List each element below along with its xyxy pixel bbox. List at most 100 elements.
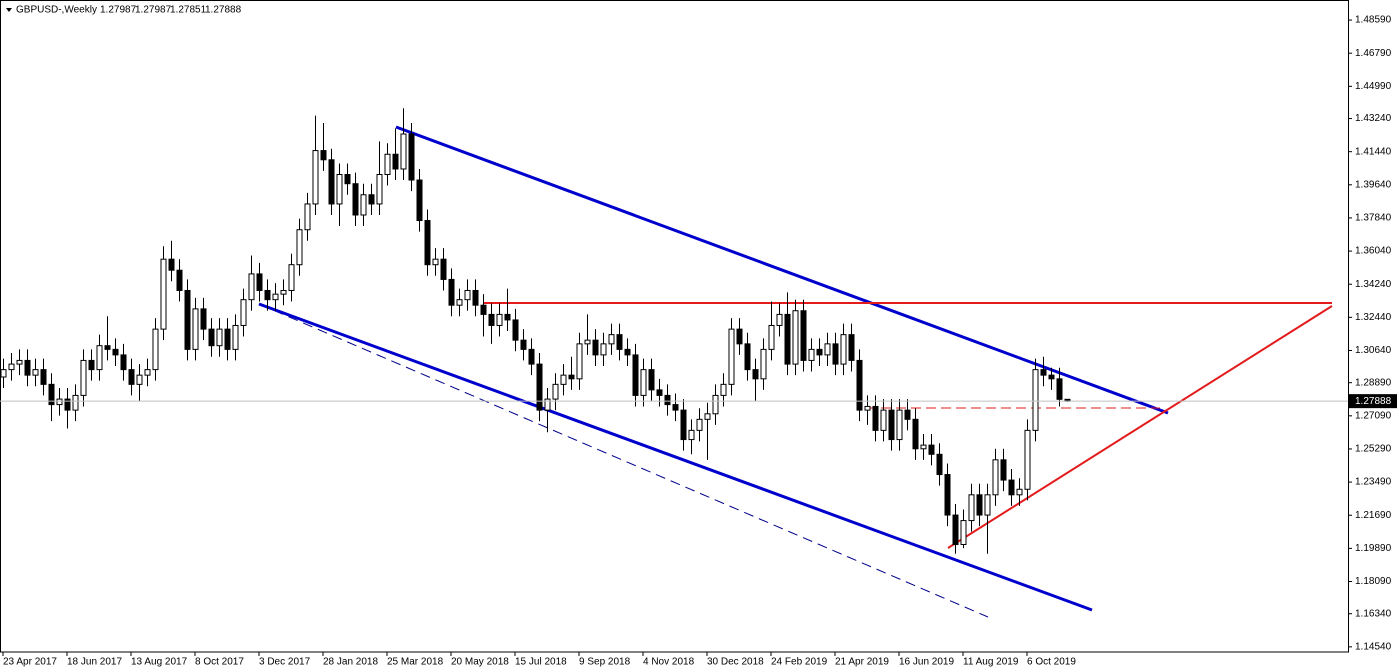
candle-body bbox=[1024, 429, 1031, 490]
y-tick-label: 1.21690 bbox=[1355, 510, 1392, 521]
candle-body bbox=[264, 289, 271, 301]
candle-body bbox=[184, 289, 191, 350]
candle-body bbox=[128, 369, 135, 385]
candle-body bbox=[408, 133, 415, 181]
candle-body bbox=[368, 194, 375, 205]
candle-body bbox=[528, 348, 535, 365]
candle-body bbox=[112, 348, 119, 356]
candle-body bbox=[1008, 479, 1015, 496]
candle-body bbox=[816, 348, 823, 356]
candle-body bbox=[16, 359, 23, 365]
candle-body bbox=[648, 369, 655, 391]
candle-body bbox=[256, 273, 263, 291]
x-tick-label: 20 May 2018 bbox=[451, 657, 509, 668]
candle-body bbox=[624, 348, 631, 356]
candle-body bbox=[480, 304, 487, 315]
candle-body bbox=[864, 405, 871, 411]
candle-body bbox=[912, 418, 919, 450]
x-tick-label: 13 Aug 2017 bbox=[131, 657, 188, 668]
candle-body bbox=[560, 374, 567, 385]
x-tick-label: 6 Oct 2019 bbox=[1027, 657, 1076, 668]
candle-body bbox=[240, 299, 247, 326]
candle-body bbox=[104, 345, 111, 350]
candle-body bbox=[1016, 488, 1023, 496]
candle-body bbox=[888, 409, 895, 441]
candle-body bbox=[688, 429, 695, 441]
candle-body bbox=[880, 409, 887, 431]
candle-body bbox=[120, 354, 127, 371]
candle-body bbox=[208, 328, 215, 347]
candle-body bbox=[656, 389, 663, 396]
x-tick-label: 21 Apr 2019 bbox=[835, 657, 889, 668]
candle-body bbox=[344, 174, 351, 185]
candle-body bbox=[1000, 459, 1007, 481]
candle-body bbox=[832, 343, 839, 365]
candle-body bbox=[288, 264, 295, 291]
y-tick-label: 1.23490 bbox=[1355, 477, 1392, 488]
candle-body bbox=[168, 258, 175, 271]
candle-body bbox=[584, 339, 591, 345]
candle-body bbox=[680, 409, 687, 441]
candle-body bbox=[56, 398, 63, 406]
candle-body bbox=[696, 418, 703, 431]
x-tick-label: 11 Aug 2019 bbox=[963, 657, 1019, 668]
candle-body bbox=[944, 474, 951, 516]
candle-body bbox=[920, 444, 927, 450]
candle-body bbox=[320, 150, 327, 161]
candle-body bbox=[568, 374, 575, 380]
y-tick-label: 1.16340 bbox=[1355, 608, 1392, 619]
candle-body bbox=[984, 494, 991, 516]
candle-body bbox=[456, 299, 463, 306]
candle-body bbox=[896, 409, 903, 441]
y-tick-label: 1.32440 bbox=[1355, 312, 1392, 323]
x-tick-label: 30 Dec 2018 bbox=[707, 657, 764, 668]
menu-arrow[interactable] bbox=[6, 8, 12, 12]
candle-body bbox=[64, 398, 71, 411]
candle-body bbox=[960, 520, 967, 545]
candle-body bbox=[248, 273, 255, 301]
candle-body bbox=[280, 289, 287, 295]
candle-body bbox=[592, 339, 599, 356]
candle-body bbox=[296, 229, 303, 266]
candle-body bbox=[416, 179, 423, 222]
y-tick-label: 1.18090 bbox=[1355, 576, 1392, 587]
candle-body bbox=[808, 348, 815, 361]
candle-body bbox=[872, 405, 879, 431]
candle-body bbox=[936, 453, 943, 476]
candle-body bbox=[40, 369, 47, 385]
candle-body bbox=[968, 494, 975, 522]
header-close: 1.27888 bbox=[205, 5, 242, 16]
x-tick-label: 23 Apr 2017 bbox=[3, 657, 57, 668]
y-tick-label: 1.48590 bbox=[1355, 15, 1392, 26]
candle-body bbox=[928, 444, 935, 455]
candle-body bbox=[784, 313, 791, 365]
candle-body bbox=[400, 133, 407, 170]
price-label: 1.27888 bbox=[1355, 396, 1392, 407]
y-tick-label: 1.14540 bbox=[1355, 641, 1392, 652]
candle-body bbox=[272, 293, 279, 301]
plot-frame bbox=[0, 0, 1349, 653]
candle-body bbox=[776, 313, 783, 326]
candle-body bbox=[176, 269, 183, 291]
candle-body bbox=[848, 334, 855, 361]
x-tick-label: 24 Feb 2019 bbox=[771, 657, 828, 668]
x-tick-label: 18 Jun 2017 bbox=[67, 657, 122, 668]
candle-body bbox=[744, 343, 751, 371]
header-open: 1.27987 bbox=[100, 5, 137, 16]
candle-body bbox=[1040, 369, 1047, 376]
x-tick-label: 16 Jun 2019 bbox=[899, 657, 954, 668]
y-tick-label: 1.41440 bbox=[1355, 146, 1392, 157]
candle-body bbox=[32, 369, 39, 376]
chart-title: GBPUSD-,Weekly bbox=[16, 5, 97, 16]
candle-body bbox=[1048, 374, 1055, 380]
candle-body bbox=[768, 324, 775, 350]
y-tick-label: 1.30640 bbox=[1355, 345, 1392, 356]
candle-body bbox=[8, 363, 15, 371]
dashed-channel-line bbox=[258, 303, 989, 618]
candle-body bbox=[856, 359, 863, 411]
candle-body bbox=[672, 404, 679, 411]
candle-body bbox=[0, 369, 7, 378]
candle-body bbox=[992, 459, 999, 496]
candle-body bbox=[200, 308, 207, 330]
candle-body bbox=[472, 289, 479, 306]
